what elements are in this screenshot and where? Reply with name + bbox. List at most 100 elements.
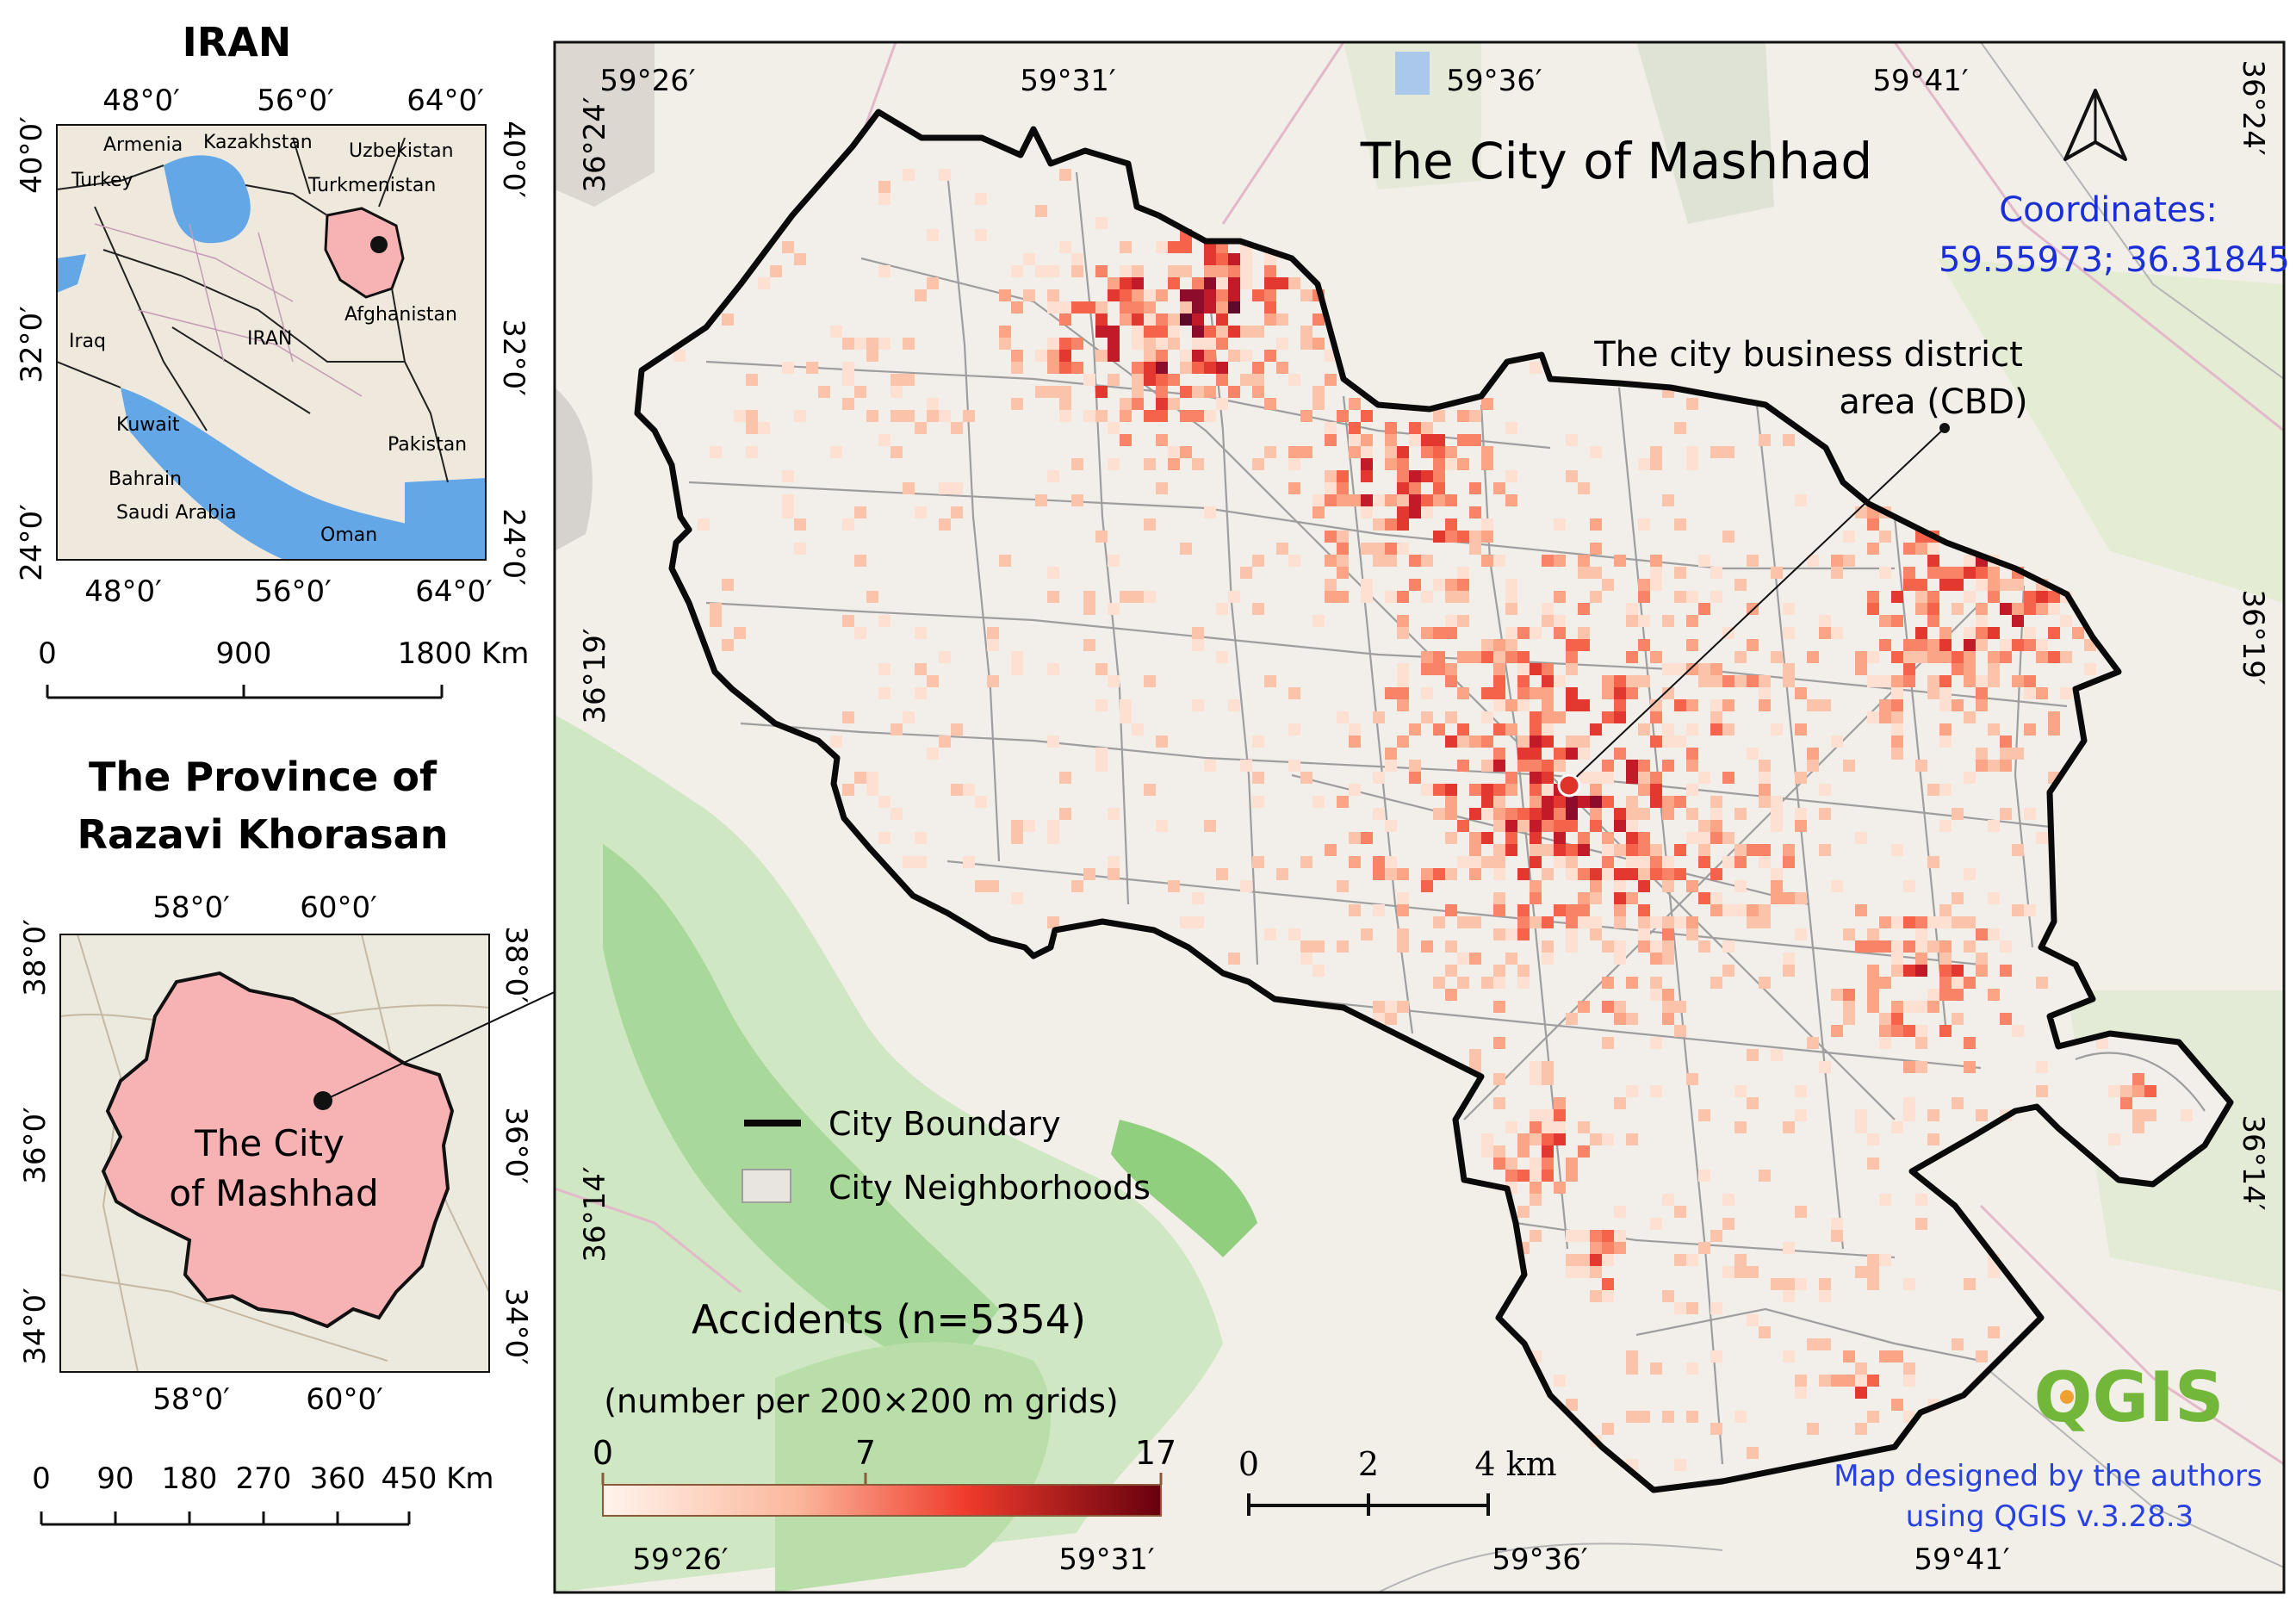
accident-grid-cell	[1337, 711, 1349, 723]
accident-grid-cell	[1204, 410, 1216, 422]
accident-grid-cell	[1481, 1133, 1493, 1145]
accident-grid-cell	[1638, 916, 1650, 928]
accident-grid-cell	[1252, 796, 1264, 808]
accident-grid-cell	[1831, 555, 1843, 567]
accident-grid-cell	[1216, 253, 1228, 265]
accident-grid-cell	[1156, 398, 1168, 410]
accident-grid-cell	[1325, 374, 1337, 386]
accident-grid-cell	[1686, 663, 1698, 675]
accident-grid-cell	[1373, 856, 1385, 868]
accident-grid-cell	[1349, 434, 1361, 446]
accident-grid-cell	[1698, 940, 1710, 953]
accident-grid-cell	[1710, 832, 1722, 844]
accident-grid-cell	[1385, 1013, 1397, 1025]
accident-grid-cell	[1156, 482, 1168, 494]
accident-grid-cell	[1337, 940, 1349, 953]
accident-grid-cell	[1590, 1290, 1602, 1302]
accident-grid-cell	[1083, 868, 1095, 880]
accident-grid-cell	[1300, 446, 1312, 458]
accident-grid-cell	[1964, 1061, 1976, 1073]
accident-grid-cell	[1976, 1109, 1988, 1121]
accident-grid-cell	[2012, 639, 2024, 651]
accident-grid-cell	[2000, 760, 2012, 772]
north-arrow-icon	[2063, 89, 2127, 161]
accident-grid-cell	[1891, 591, 1903, 603]
accident-grid-cell	[1843, 760, 1855, 772]
accident-grid-cell	[1156, 374, 1168, 386]
accident-grid-cell	[1493, 928, 1505, 940]
accident-grid-cell	[1168, 398, 1180, 410]
accident-grid-cell	[2000, 639, 2012, 651]
accident-grid-cell	[1554, 808, 1566, 820]
accident-grid-cell	[1807, 699, 1819, 711]
accident-grid-cell	[1397, 615, 1409, 627]
accident-grid-cell	[1481, 518, 1493, 531]
accident-grid-cell	[1397, 904, 1409, 916]
accident-grid-cell	[1939, 675, 1952, 687]
accident-grid-cell	[1831, 567, 1843, 579]
accident-grid-cell	[1192, 313, 1204, 326]
accident-grid-cell	[2048, 603, 2060, 615]
accident-grid-cell	[1264, 350, 1276, 362]
accident-grid-cell	[1192, 301, 1204, 313]
accident-grid-cell	[782, 362, 794, 374]
accident-grid-cell	[1662, 1001, 1674, 1013]
accident-grid-cell	[1252, 603, 1264, 615]
accident-grid-cell	[1578, 482, 1590, 494]
accident-grid-cell	[1831, 1375, 1843, 1387]
accident-grid-cell	[1554, 627, 1566, 639]
accident-grid-cell	[1530, 1230, 1542, 1242]
accident-grid-cell	[1674, 844, 1686, 856]
accident-grid-cell	[1421, 651, 1433, 663]
accident-grid-cell	[1602, 1254, 1614, 1266]
accident-grid-cell	[1783, 1278, 1795, 1290]
accident-grid-cell	[1192, 326, 1204, 338]
accident-grid-cell	[1952, 651, 1964, 663]
accident-grid-cell	[1180, 362, 1192, 374]
accident-grid-cell	[1964, 663, 1976, 675]
accident-grid-cell	[1976, 615, 1988, 627]
accident-grid-cell	[1505, 844, 1517, 856]
accident-grid-cell	[1915, 627, 1927, 639]
accident-grid-cell	[1698, 832, 1710, 844]
accident-grid-cell	[1457, 953, 1469, 965]
accident-grid-cell	[1722, 675, 1734, 687]
accident-grid-cell	[1517, 651, 1530, 663]
accident-grid-cell	[2024, 639, 2036, 651]
accident-grid-cell	[2000, 940, 2012, 953]
accident-grid-cell	[1481, 711, 1493, 723]
accident-grid-cell	[1493, 748, 1505, 760]
accident-grid-cell	[1542, 772, 1554, 784]
accident-grid-cell	[1590, 1254, 1602, 1266]
accident-grid-cell	[1409, 434, 1421, 446]
accident-grid-cell	[1445, 989, 1457, 1001]
accident-grid-cell	[1578, 1230, 1590, 1242]
accident-grid-cell	[1095, 699, 1108, 711]
accident-grid-cell	[1108, 458, 1120, 470]
accident-grid-cell	[1602, 832, 1614, 844]
accident-grid-cell	[1469, 808, 1481, 820]
accident-grid-cell	[722, 579, 734, 591]
accident-grid-cell	[722, 639, 734, 651]
accident-grid-cell	[1891, 699, 1903, 711]
accident-grid-cell	[1952, 1013, 1964, 1025]
accident-grid-cell	[2012, 675, 2024, 687]
accident-grid-cell	[1710, 1230, 1722, 1242]
accident-grid-cell	[1035, 205, 1047, 217]
accident-grid-cell	[1337, 494, 1349, 506]
accident-grid-cell	[1590, 446, 1602, 458]
accident-grid-cell	[1421, 880, 1433, 892]
accident-grid-cell	[1602, 687, 1614, 699]
accident-grid-cell	[1361, 494, 1373, 506]
accident-grid-cell	[1783, 1290, 1795, 1302]
accident-grid-cell	[1927, 567, 1939, 579]
iran-label-afghanistan: Afghanistan	[344, 304, 457, 326]
accident-grid-cell	[2132, 1073, 2144, 1085]
accident-grid-cell	[1144, 591, 1156, 603]
main-right-tick-1: 36°24′	[2236, 59, 2270, 155]
accident-grid-cell	[2000, 736, 2012, 748]
accident-grid-cell	[1108, 374, 1120, 386]
accident-grid-cell	[1481, 651, 1493, 663]
accident-grid-cell	[1505, 422, 1517, 434]
accident-grid-cell	[1216, 398, 1228, 410]
